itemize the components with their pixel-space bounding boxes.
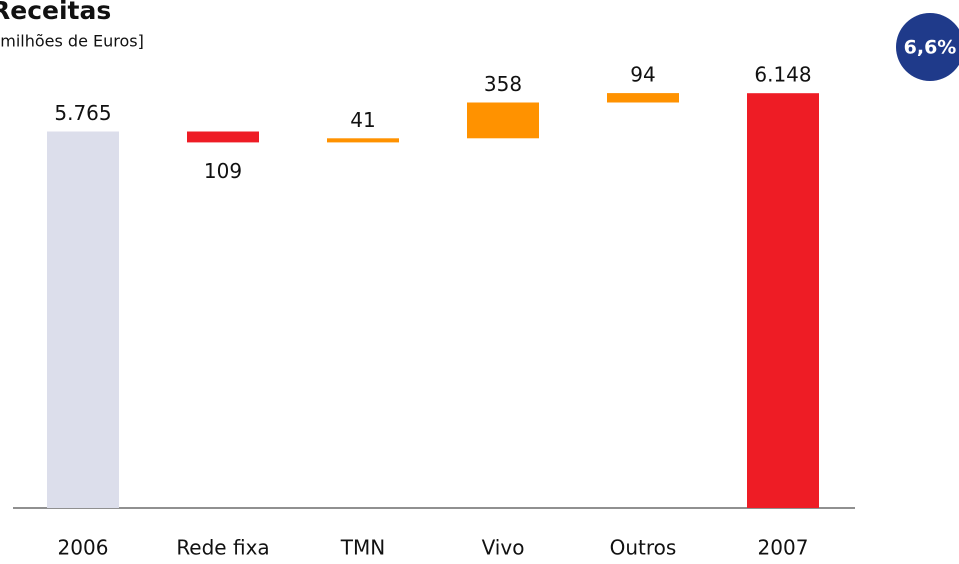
value-label: 41 bbox=[350, 108, 375, 132]
x-tick-label: 2006 bbox=[58, 536, 109, 560]
chart-title: Receitas bbox=[0, 0, 111, 25]
bar bbox=[747, 93, 819, 508]
badge-label: 6,6% bbox=[904, 37, 957, 59]
chart-subtitle: [milhões de Euros] bbox=[0, 32, 144, 51]
x-tick-label: TMN bbox=[340, 536, 385, 560]
x-tick-label: Outros bbox=[610, 536, 677, 560]
bar bbox=[187, 131, 259, 143]
x-tick-label: 2007 bbox=[758, 536, 809, 560]
bar bbox=[47, 131, 119, 508]
bar bbox=[467, 102, 539, 139]
x-tick-label: Vivo bbox=[482, 536, 525, 560]
badge bbox=[896, 13, 959, 81]
value-label: 5.765 bbox=[54, 101, 111, 125]
value-label: 94 bbox=[630, 63, 655, 87]
value-label: 6.148 bbox=[754, 63, 811, 87]
bar bbox=[327, 138, 399, 143]
x-tick-label: Rede fixa bbox=[176, 536, 269, 560]
bar bbox=[607, 93, 679, 103]
value-label: 109 bbox=[204, 159, 242, 183]
value-label: 358 bbox=[484, 72, 522, 96]
